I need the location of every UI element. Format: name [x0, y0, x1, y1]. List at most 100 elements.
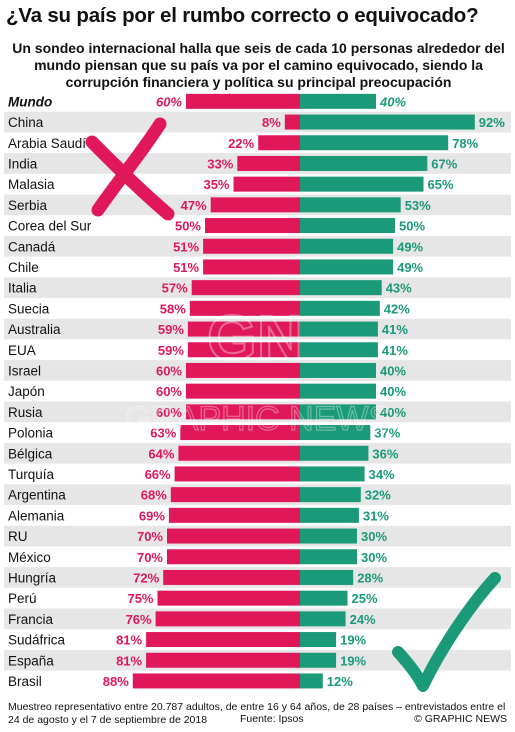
footer-source: Fuente: Ipsos — [240, 713, 304, 725]
cross-stroke-2 — [91, 117, 167, 217]
label-wrong: 33% — [207, 156, 233, 171]
label-wrong: 70% — [137, 550, 163, 565]
category-label: EUA — [8, 343, 36, 358]
category-label: Canadá — [8, 239, 56, 254]
bar-right — [300, 238, 394, 254]
bar-right — [300, 611, 346, 627]
watermark-text: GRAPHIC NEWS — [125, 400, 391, 438]
category-label: Brasil — [8, 674, 42, 689]
label-right: 53% — [405, 198, 431, 213]
label-wrong: 72% — [133, 570, 159, 585]
bar-right — [300, 549, 357, 565]
bar-right — [300, 383, 376, 399]
bar-right — [300, 425, 371, 441]
bar-wrong — [205, 218, 300, 234]
bar-right — [300, 362, 376, 378]
label-wrong: 57% — [162, 281, 188, 296]
category-label: Perú — [8, 591, 37, 606]
bar-wrong — [187, 342, 300, 358]
label-wrong: 64% — [148, 446, 174, 461]
label-right: 40% — [380, 363, 406, 378]
bar-right — [300, 652, 337, 668]
chart-subtitle: Un sondeo internacional halla que seis d… — [12, 40, 505, 90]
bar-right — [300, 176, 424, 192]
label-right: 43% — [386, 281, 412, 296]
bar-wrong — [157, 590, 300, 606]
label-wrong: 35% — [203, 177, 229, 192]
label-right: 41% — [382, 322, 408, 337]
bar-wrong — [163, 569, 300, 585]
check-stroke — [392, 572, 501, 692]
bar-wrong — [189, 300, 300, 316]
category-label: Bélgica — [8, 446, 53, 461]
label-wrong: 59% — [158, 343, 184, 358]
label-wrong: 50% — [175, 219, 201, 234]
label-right: 92% — [479, 115, 505, 130]
label-right: 34% — [369, 467, 395, 482]
bar-wrong — [187, 321, 300, 337]
bar-wrong — [191, 280, 300, 296]
label-right: 31% — [363, 508, 389, 523]
label-right: 24% — [350, 612, 376, 627]
bar-wrong — [146, 652, 300, 668]
category-label: India — [8, 156, 38, 171]
category-label: RU — [8, 529, 28, 544]
bar-wrong — [233, 176, 300, 192]
category-label: Arabia Saudí — [8, 136, 86, 151]
bar-right — [300, 259, 394, 275]
bar-right — [300, 445, 369, 461]
bar-right — [300, 114, 475, 130]
bar-wrong — [284, 114, 300, 130]
label-right: 12% — [327, 674, 353, 689]
label-right: 37% — [374, 426, 400, 441]
label-wrong: 60% — [156, 384, 182, 399]
bar-right — [300, 342, 378, 358]
category-label: Israel — [8, 363, 41, 378]
label-wrong: 8% — [262, 115, 281, 130]
bar-wrong — [186, 404, 300, 420]
diverging-bar-chart: Mundo 60% 40% China 8% 92% Arabia Saudí 22% 78% I… — [4, 93, 511, 692]
bar-right — [300, 466, 365, 482]
bar-right — [300, 528, 357, 544]
label-wrong: 66% — [145, 467, 171, 482]
label-wrong: 88% — [103, 674, 129, 689]
category-label: Chile — [8, 260, 39, 275]
watermark: GN GRAPHIC NEWS — [124, 301, 392, 439]
bar-right — [300, 569, 354, 585]
bar-right — [300, 632, 337, 648]
bar-wrong — [237, 155, 300, 171]
label-right: 25% — [352, 591, 378, 606]
category-label: Italia — [8, 281, 37, 296]
bar-wrong — [186, 362, 300, 378]
bar-right — [300, 197, 401, 213]
category-label: Mundo — [8, 94, 52, 109]
label-right: 30% — [361, 529, 387, 544]
bar-wrong — [168, 507, 300, 523]
bar-wrong — [146, 632, 300, 648]
bar-wrong — [186, 93, 300, 109]
label-wrong: 68% — [141, 488, 167, 503]
bar-wrong — [155, 611, 300, 627]
label-right: 30% — [361, 550, 387, 565]
bar-wrong — [167, 528, 300, 544]
bar-wrong — [174, 466, 300, 482]
bar-wrong — [210, 197, 300, 213]
category-label: China — [8, 115, 44, 130]
label-right: 19% — [340, 633, 366, 648]
bar-wrong — [178, 445, 300, 461]
category-label: Argentina — [8, 488, 66, 503]
category-label: Malasia — [8, 177, 55, 192]
label-right: 67% — [431, 156, 457, 171]
bar-right — [300, 673, 323, 689]
category-label: Corea del Sur — [8, 219, 92, 234]
label-wrong: 63% — [150, 426, 176, 441]
label-right: 42% — [384, 301, 410, 316]
bar-wrong — [258, 135, 300, 151]
footer-credit: © GRAPHIC NEWS — [414, 713, 507, 725]
label-right: 40% — [380, 384, 406, 399]
label-right: 28% — [357, 570, 383, 585]
bar-wrong — [186, 383, 300, 399]
label-wrong: 81% — [116, 633, 142, 648]
footer-note: Muestreo representativo entre 20.787 adu… — [8, 701, 506, 726]
